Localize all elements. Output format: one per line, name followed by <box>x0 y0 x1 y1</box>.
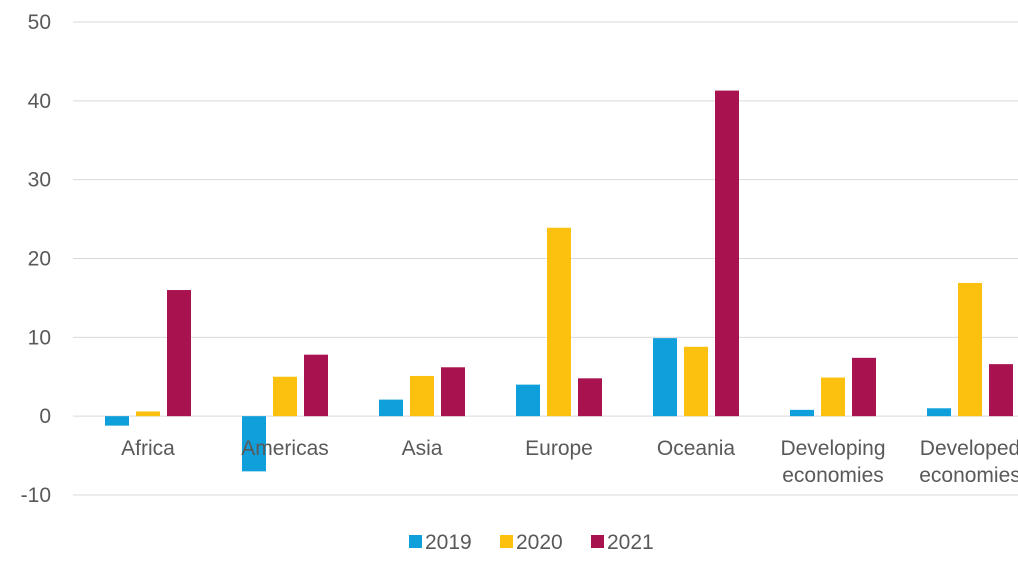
y-tick-label: 10 <box>28 326 51 349</box>
bar-2019-americas <box>242 416 266 472</box>
y-tick-label: 20 <box>28 248 51 271</box>
bar-2020-americas <box>273 376 297 417</box>
bar-2020-europe <box>547 227 571 417</box>
y-axis-ticks: -10 0 10 20 30 40 50 <box>21 11 51 507</box>
x-tick-label-line: Americas <box>241 437 329 460</box>
x-tick-label: Oceania <box>657 437 736 460</box>
x-tick-label-line: Asia <box>402 437 443 460</box>
x-tick-label-line: economies <box>919 464 1018 487</box>
legend-swatch-2021 <box>591 535 604 548</box>
y-tick-label: -10 <box>21 484 51 507</box>
bar-2020-developed-economies <box>958 282 982 417</box>
bar-2020-oceania <box>684 346 708 417</box>
bar-2020-asia <box>410 375 434 417</box>
gridlines <box>73 21 1018 496</box>
bar-2021-oceania <box>715 90 739 417</box>
x-tick-label-line: Developing <box>780 437 885 460</box>
legend-label: 2020 <box>516 531 563 554</box>
y-tick-label: 30 <box>28 169 51 192</box>
legend: 2019 2020 2021 <box>409 531 654 554</box>
bar-2021-developed-economies <box>989 364 1013 417</box>
x-tick-label: Africa <box>121 437 175 460</box>
bar-2019-oceania <box>653 338 677 417</box>
bar-2021-africa <box>167 290 191 417</box>
x-tick-label-line: Europe <box>525 437 593 460</box>
bar-2020-africa <box>136 411 160 417</box>
bars <box>105 90 1013 472</box>
bar-2019-africa <box>105 416 129 426</box>
legend-label: 2021 <box>607 531 654 554</box>
x-tick-label-line: Oceania <box>657 437 736 460</box>
x-tick-label: Developing economies <box>780 437 885 487</box>
x-tick-label-line: Africa <box>121 437 175 460</box>
x-tick-label-line: economies <box>782 464 884 487</box>
legend-swatch-2020 <box>500 535 513 548</box>
y-tick-label: 40 <box>28 90 51 113</box>
x-tick-label: Developed economies <box>919 437 1018 487</box>
bar-2021-europe <box>578 378 602 417</box>
bar-2021-americas <box>304 354 328 417</box>
x-tick-label: Europe <box>525 437 593 460</box>
legend-swatch-2019 <box>409 535 422 548</box>
x-tick-label-line: Developed <box>920 437 1018 460</box>
bar-2019-developed-economies <box>927 408 951 417</box>
bar-2019-europe <box>516 384 540 417</box>
bar-2021-developing-economies <box>852 357 876 417</box>
y-tick-label: 50 <box>28 11 51 34</box>
bar-2019-asia <box>379 399 403 417</box>
legend-label: 2019 <box>425 531 472 554</box>
x-axis-labels: Africa Americas Asia Europe Oceania Developin… <box>121 437 1018 487</box>
bar-2021-asia <box>441 367 465 417</box>
bar-2020-developing-economies <box>821 377 845 417</box>
x-tick-label: Asia <box>402 437 443 460</box>
x-tick-label: Americas <box>241 437 329 460</box>
y-tick-label: 0 <box>39 405 51 428</box>
bar-2019-developing-economies <box>790 409 814 417</box>
